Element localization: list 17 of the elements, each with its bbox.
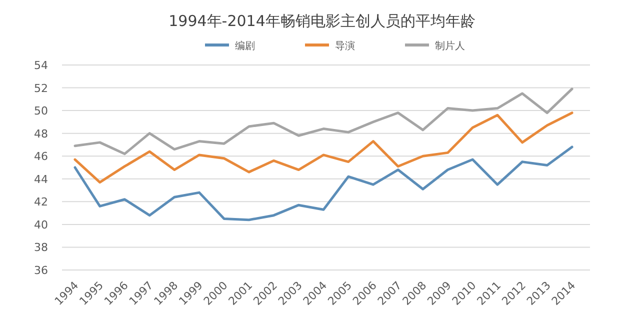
y-tick-label: 46 [34, 150, 48, 164]
y-tick-label: 38 [34, 241, 48, 254]
y-tick-label: 42 [34, 196, 48, 209]
legend-label: 制片人 [435, 40, 465, 52]
y-tick-label: 54 [34, 59, 48, 72]
legend-label: 导演 [335, 40, 355, 52]
y-tick-label: 52 [34, 82, 48, 95]
y-tick-label: 48 [34, 127, 48, 140]
y-tick-label: 44 [34, 172, 48, 186]
y-tick-label: 50 [34, 104, 48, 118]
line-series [74, 112, 574, 184]
line-series [74, 88, 574, 156]
chart-title: 1994年-2014年畅销电影主创人员的平均年龄 [168, 12, 476, 30]
y-tick-label: 40 [34, 218, 48, 232]
legend-label: 编剧 [235, 40, 255, 52]
line-series [74, 146, 574, 222]
y-tick-label: 36 [34, 264, 48, 277]
